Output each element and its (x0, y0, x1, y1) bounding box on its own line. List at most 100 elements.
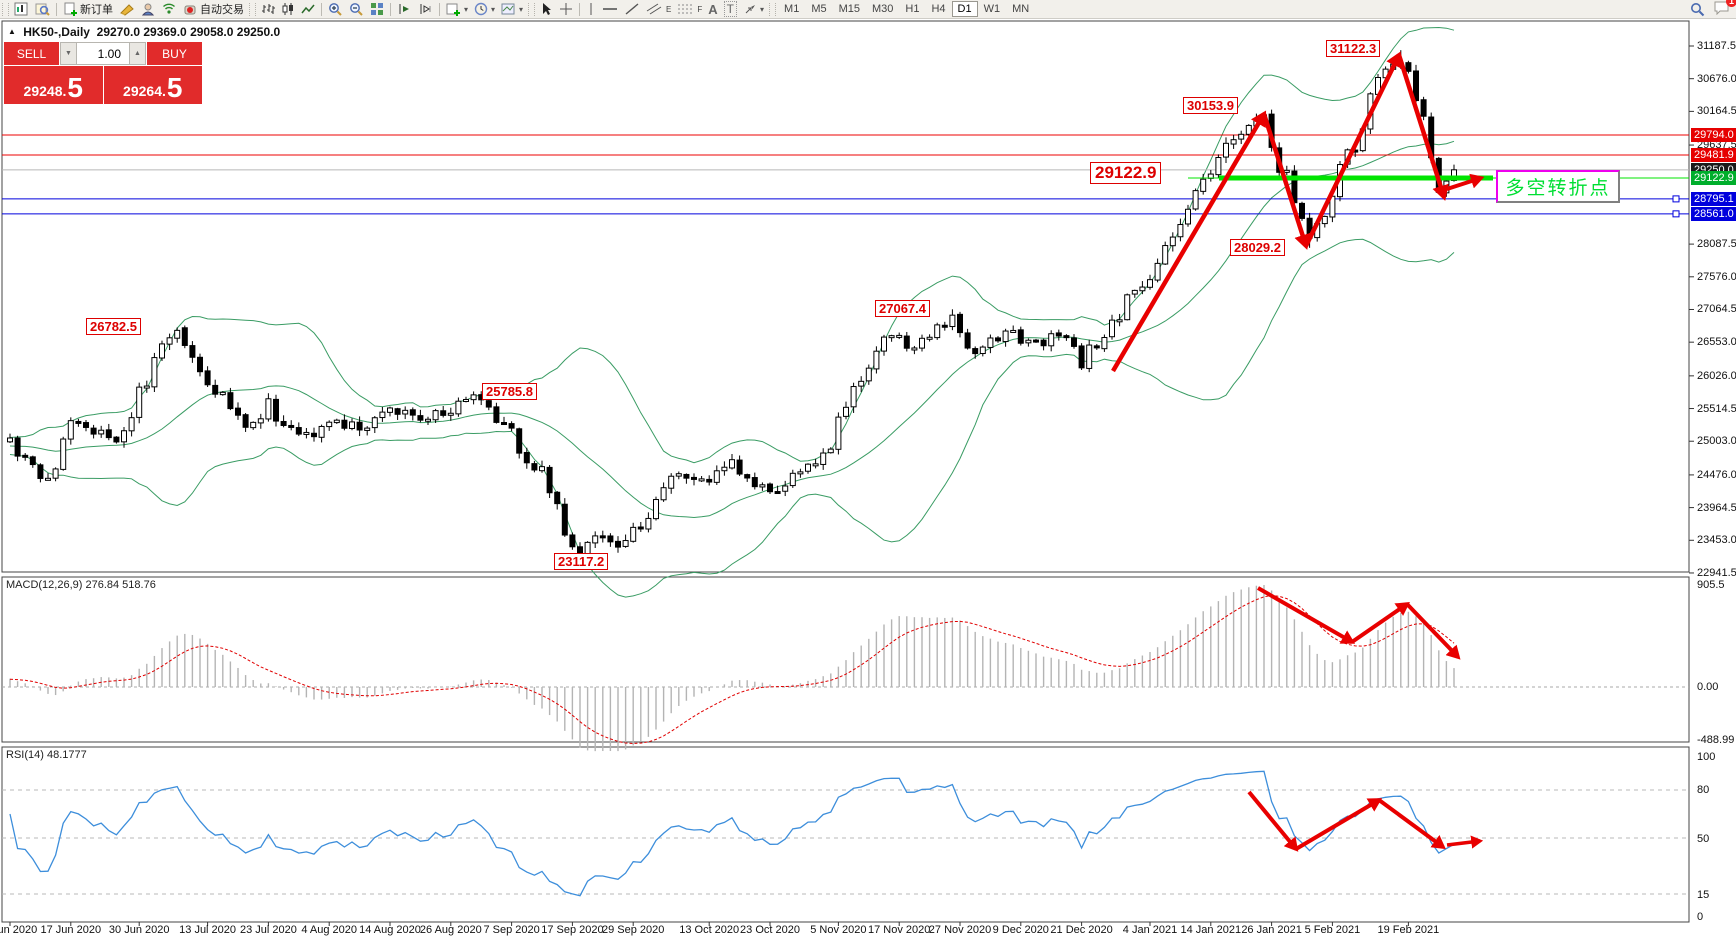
volume-input[interactable]: 1.00 (77, 42, 129, 65)
main-toolbar: 新订单 自动交易 ▾ ▾ (0, 0, 1736, 19)
volume-down-button[interactable]: ▼ (60, 42, 77, 65)
search-icon[interactable] (1690, 2, 1705, 17)
text-tool[interactable]: A (705, 1, 720, 18)
horizontal-line-icon (603, 8, 618, 10)
timeframe-bar: M1 M5 M15 M30 H1 H4 D1 W1 MN (778, 1, 1035, 17)
panel-borders (1, 20, 1690, 923)
sell-price-main: 29248. (23, 83, 67, 99)
tile-windows-icon (371, 3, 383, 15)
indicators-button[interactable]: ▾ (443, 1, 471, 18)
clock-icon (474, 2, 488, 16)
vertical-line-icon (590, 3, 592, 15)
profiles-button[interactable] (32, 1, 53, 18)
volume-up-button[interactable]: ▲ (129, 42, 146, 65)
templates-dropdown-arrow[interactable]: ▾ (519, 4, 524, 14)
timeframe-mn[interactable]: MN (1012, 3, 1030, 15)
tile-windows-button[interactable] (367, 1, 387, 18)
chart-shift-button[interactable] (415, 1, 436, 18)
timeframe-m1[interactable]: M1 (784, 3, 800, 15)
equidistant-channel-tool[interactable]: E (643, 1, 674, 18)
horizontal-level-lines[interactable] (2, 134, 1689, 218)
templates-button[interactable]: ▾ (498, 1, 526, 18)
profiles-icon (35, 3, 50, 16)
new-chart-icon (14, 2, 28, 16)
timeframe-h1[interactable]: H1 (905, 3, 920, 15)
fibonacci-tool[interactable]: F (674, 1, 705, 18)
buy-price-main: 29264. (123, 83, 166, 99)
timeframe-m15[interactable]: M15 (838, 3, 860, 15)
arrows-tool-icon (745, 5, 756, 14)
bollinger-bands (9, 26, 1455, 598)
sell-price[interactable]: 29248. 5 (4, 66, 103, 104)
zoom-out-button[interactable] (346, 1, 367, 18)
trendline-tool[interactable] (621, 1, 643, 18)
trend-arrows[interactable] (1111, 51, 1485, 852)
line-chart-button[interactable] (298, 1, 318, 18)
cursor-tool[interactable] (537, 1, 556, 18)
timeframe-m30[interactable]: M30 (872, 3, 894, 15)
expert-advisors-button[interactable] (138, 1, 159, 18)
templates-icon (501, 3, 515, 15)
periods-dropdown-arrow[interactable]: ▾ (491, 4, 496, 14)
chat-button[interactable]: 1 (1713, 0, 1736, 18)
zoom-out-icon (350, 3, 363, 16)
channel-label: E (666, 4, 672, 14)
autotrading-label: 自动交易 (200, 4, 244, 16)
timeframe-h4[interactable]: H4 (931, 3, 946, 15)
signals-icon (163, 3, 175, 14)
rsi-plot (2, 770, 1689, 897)
bar-chart-button[interactable] (258, 1, 278, 18)
crosshair-tool[interactable] (556, 1, 576, 18)
chat-badge: 1 (1725, 0, 1736, 7)
buy-price[interactable]: 29264. 5 (103, 66, 202, 104)
horizontal-line-tool[interactable] (599, 1, 621, 18)
zoom-in-icon (329, 3, 342, 16)
auto-scroll-button[interactable] (394, 1, 415, 18)
candlesticks (7, 50, 1457, 562)
sell-button[interactable]: SELL (4, 42, 60, 65)
auto-scroll-icon (399, 4, 409, 14)
indicators-icon (446, 3, 460, 16)
signals-button[interactable] (159, 1, 180, 18)
channel-icon (646, 3, 662, 15)
new-chart-button[interactable] (11, 1, 32, 18)
axis-ticks (9, 45, 1694, 926)
fibonacci-label: F (697, 4, 703, 14)
cursor-icon (543, 3, 552, 15)
periods-button[interactable]: ▾ (471, 1, 498, 18)
toolbar-grip[interactable] (2, 2, 9, 16)
crosshair-icon (560, 3, 573, 15)
crayon-button[interactable] (116, 1, 138, 18)
timeframe-w1[interactable]: W1 (983, 3, 1001, 15)
candlestick-chart-button[interactable] (278, 1, 298, 18)
text-label-icon: T (723, 1, 738, 17)
autotrading-button[interactable]: 自动交易 (180, 1, 247, 18)
arrows-dropdown-arrow[interactable]: ▾ (760, 4, 765, 14)
buy-button[interactable]: BUY (146, 42, 202, 65)
line-chart-icon (301, 4, 315, 14)
bar-chart-icon (262, 4, 275, 14)
timeframe-m5[interactable]: M5 (811, 3, 827, 15)
expert-advisors-icon (141, 3, 155, 16)
one-click-trading-panel: SELL ▼ 1.00 ▲ BUY 29248. 5 29264. 5 (4, 42, 202, 104)
text-label-tool[interactable]: T (721, 1, 740, 18)
new-order-label: 新订单 (80, 4, 113, 16)
candlestick-chart-icon (282, 3, 293, 15)
timeframe-d1[interactable]: D1 (951, 1, 978, 17)
new-order-button[interactable]: 新订单 (60, 1, 116, 18)
macd-plot (2, 585, 1689, 752)
chart-shift-icon (420, 4, 431, 14)
zoom-in-button[interactable] (325, 1, 346, 18)
arrows-tool[interactable]: ▾ (740, 1, 767, 18)
indicators-dropdown-arrow[interactable]: ▾ (464, 4, 469, 14)
autotrading-icon (184, 5, 196, 15)
crayon-icon (120, 4, 134, 16)
new-order-icon (64, 2, 77, 16)
vertical-line-tool[interactable] (583, 1, 599, 18)
sell-price-big: 5 (67, 72, 83, 103)
fibonacci-icon (678, 4, 693, 14)
text-tool-icon: A (708, 1, 718, 17)
trendline-icon (625, 3, 639, 15)
